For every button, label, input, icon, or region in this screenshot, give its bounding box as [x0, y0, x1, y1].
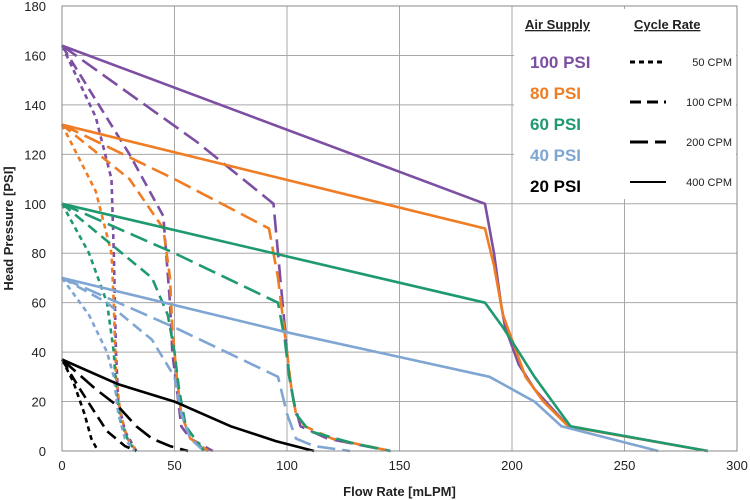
x-tick-label: 0: [58, 458, 65, 473]
y-tick-label: 0: [39, 444, 46, 459]
series-line-80-psi-50-cpm: [60, 124, 138, 452]
x-tick-label: 50: [167, 458, 181, 473]
x-tick-label: 250: [614, 458, 636, 473]
series-line-20-psi-50-cpm: [60, 358, 100, 452]
series-line-40-psi-400-cpm: [61, 276, 659, 453]
legend-air-supply-title: Air Supply: [525, 17, 591, 32]
plot-frame: [61, 5, 738, 452]
y-tick-label: 100: [24, 197, 46, 212]
series-line-60-psi-50-cpm: [60, 203, 138, 452]
legend-cycle-rate-label: 100 CPM: [686, 97, 732, 109]
legend-cycle-rate-label: 200 CPM: [686, 137, 732, 149]
y-tick-label: 140: [24, 98, 46, 113]
y-tick-label: 20: [32, 395, 46, 410]
x-tick-label: 300: [726, 458, 748, 473]
legend-air-supply-items: 100 PSI 80 PSI 60 PSI 40 PSI 20 PSI: [530, 53, 591, 196]
series-line-60-psi-200-cpm: [61, 202, 391, 453]
legend-cycle-rate-title: Cycle Rate: [634, 17, 700, 32]
y-tick-labels: 0 20 40 60 80 100 120 140 160 180: [24, 0, 46, 459]
series-line-40-psi-100-cpm: [61, 276, 205, 452]
y-axis-label: Head Pressure [PSI]: [1, 166, 16, 290]
y-tick-label: 60: [32, 296, 46, 311]
x-tick-labels: 0 50 100 150 200 250 300: [58, 458, 747, 473]
series-lines: [60, 44, 709, 453]
legend-air-supply-item: 60 PSI: [530, 115, 581, 134]
legend: Air Supply Cycle Rate 100 PSI 80 PSI 60 PS…: [514, 9, 736, 199]
series-line-40-psi-200-cpm: [61, 276, 351, 453]
legend-cycle-rate-label: 50 CPM: [692, 57, 732, 69]
y-tick-label: 120: [24, 147, 46, 162]
legend-air-supply-item: 80 PSI: [530, 84, 581, 103]
legend-cycle-rate-items: 50 CPM 100 CPM 200 CPM 400 CPM: [630, 57, 732, 189]
y-tick-label: 160: [24, 48, 46, 63]
legend-air-supply-item: 40 PSI: [530, 146, 581, 165]
series-line-60-psi-400-cpm: [61, 202, 709, 453]
y-tick-label: 180: [24, 0, 46, 14]
x-tick-label: 200: [501, 458, 523, 473]
x-tick-label: 100: [276, 458, 298, 473]
y-tick-label: 40: [32, 345, 46, 360]
series-line-20-psi-400-cpm: [61, 358, 315, 453]
series-line-20-psi-200-cpm: [61, 358, 189, 453]
legend-background: [514, 9, 736, 199]
legend-air-supply-item: 100 PSI: [530, 53, 591, 72]
series-line-40-psi-50-cpm: [60, 277, 136, 452]
x-axis-label: Flow Rate [mLPM]: [343, 484, 456, 499]
legend-cycle-rate-label: 400 CPM: [686, 177, 732, 189]
y-tick-label: 80: [32, 246, 46, 261]
x-tick-label: 150: [389, 458, 411, 473]
series-line-20-psi-100-cpm: [60, 358, 137, 453]
legend-air-supply-item: 20 PSI: [530, 177, 581, 196]
